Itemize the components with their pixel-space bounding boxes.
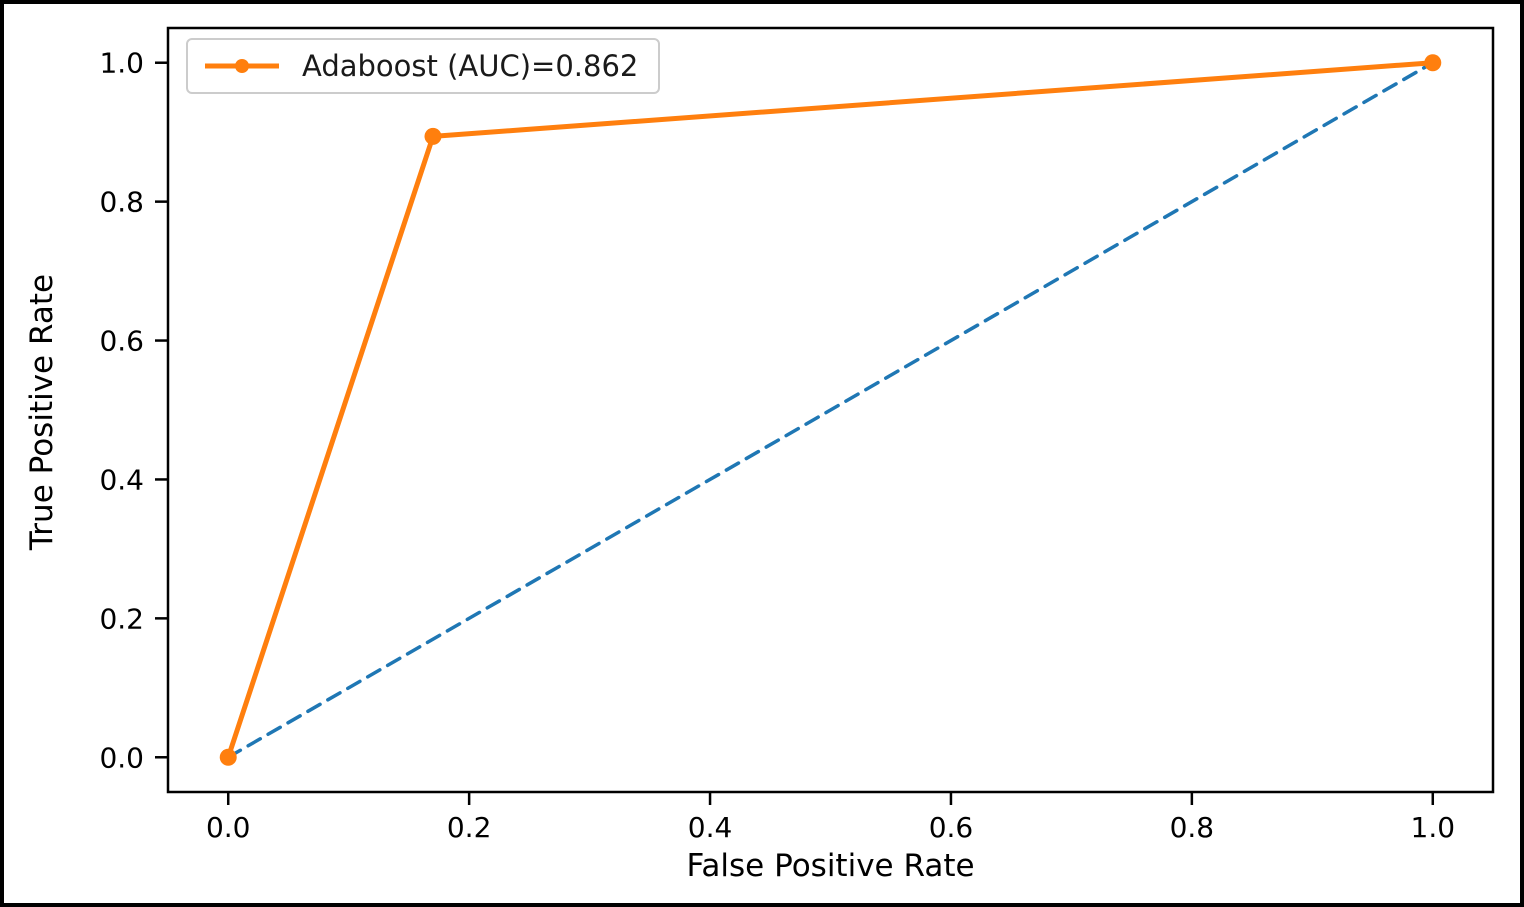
y-tick-label: 1.0: [99, 47, 144, 80]
x-tick-label: 0.8: [1170, 811, 1215, 844]
chance-diagonal-line: [226, 60, 1435, 760]
legend-line-sample-icon: [205, 59, 279, 73]
y-tick-label: 0.2: [99, 602, 144, 635]
legend-entry-label: Adaboost (AUC)=0.862: [302, 49, 639, 83]
x-tick-label: 0.4: [688, 811, 733, 844]
axes-spines: [166, 26, 1495, 794]
adaboost-roc-curve-marker: [219, 748, 237, 766]
legend: Adaboost (AUC)=0.862: [186, 38, 661, 94]
y-axis-label: True Positive Rate: [24, 273, 60, 551]
x-axis-label: False Positive Rate: [686, 848, 975, 884]
adaboost-roc-curve-marker: [1424, 54, 1442, 72]
x-tick-label: 1.0: [1411, 811, 1456, 844]
y-tick-label: 0.0: [99, 741, 144, 774]
x-tick-label: 0.6: [929, 811, 974, 844]
y-tick-label: 0.4: [99, 463, 144, 496]
legend-sample-marker-icon: [235, 59, 249, 73]
y-tick-label: 0.6: [99, 325, 144, 358]
x-tick-label: 0.2: [447, 811, 492, 844]
x-tick-label: 0.0: [206, 811, 251, 844]
roc-plot-canvas: 0.0 0.2 0.4 0.6 0.8 1.0 0.0 0.2 0.4 0.6 0.8 1.0: [99, 26, 1495, 844]
y-tick-label: 0.8: [99, 186, 144, 219]
adaboost-roc-curve-marker: [424, 127, 442, 145]
